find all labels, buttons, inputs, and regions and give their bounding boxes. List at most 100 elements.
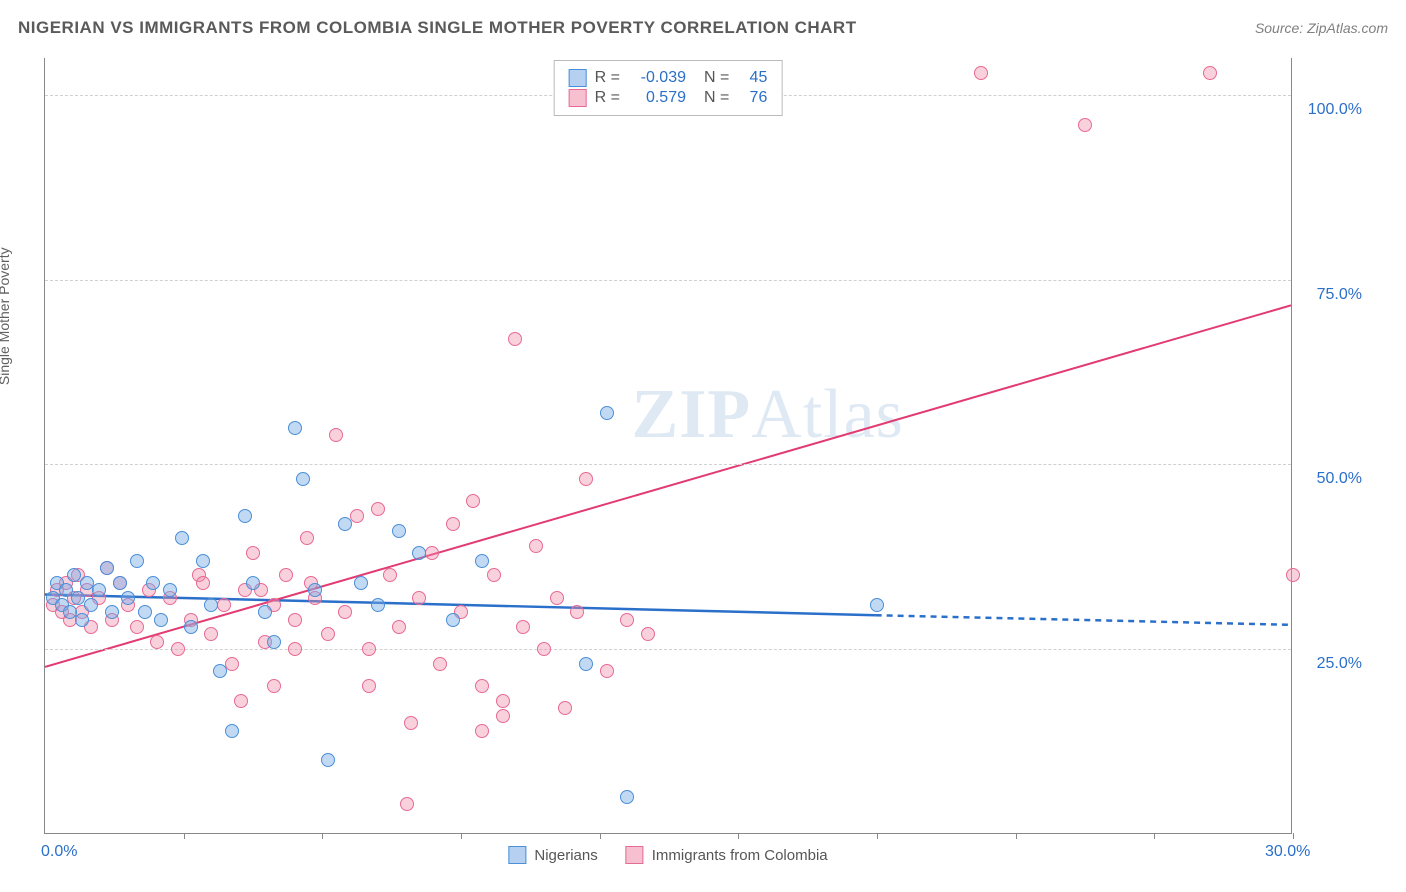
x-tick-mark <box>738 833 739 839</box>
scatter-point-colombia <box>362 642 376 656</box>
grid-line <box>45 649 1291 650</box>
chart-header: NIGERIAN VS IMMIGRANTS FROM COLOMBIA SIN… <box>18 18 1388 38</box>
scatter-point-colombia <box>600 664 614 678</box>
scatter-point-colombia <box>466 494 480 508</box>
x-tick-mark <box>1293 833 1294 839</box>
scatter-point-nigerians <box>154 613 168 627</box>
x-tick-mark <box>184 833 185 839</box>
watermark: ZIPAtlas <box>631 375 903 455</box>
scatter-point-colombia <box>279 568 293 582</box>
scatter-point-colombia <box>321 627 335 641</box>
grid-line <box>45 280 1291 281</box>
scatter-point-nigerians <box>412 546 426 560</box>
scatter-point-nigerians <box>84 598 98 612</box>
scatter-point-colombia <box>508 332 522 346</box>
legend-label-nigerians: Nigerians <box>534 847 597 864</box>
scatter-point-colombia <box>350 509 364 523</box>
scatter-point-nigerians <box>204 598 218 612</box>
scatter-point-colombia <box>558 701 572 715</box>
x-tick-mark <box>1016 833 1017 839</box>
scatter-point-colombia <box>446 517 460 531</box>
scatter-point-colombia <box>329 428 343 442</box>
scatter-point-nigerians <box>196 554 210 568</box>
scatter-point-colombia <box>425 546 439 560</box>
scatter-point-colombia <box>246 546 260 560</box>
legend-swatch-colombia-icon <box>626 846 644 864</box>
scatter-point-nigerians <box>113 576 127 590</box>
scatter-point-nigerians <box>338 517 352 531</box>
scatter-point-colombia <box>392 620 406 634</box>
scatter-point-nigerians <box>75 613 89 627</box>
scatter-point-colombia <box>234 694 248 708</box>
x-tick-mark <box>1154 833 1155 839</box>
regression-lines <box>45 58 1291 833</box>
y-axis-label: Single Mother Poverty <box>0 247 12 385</box>
scatter-point-colombia <box>288 642 302 656</box>
scatter-point-nigerians <box>163 583 177 597</box>
scatter-point-nigerians <box>175 531 189 545</box>
scatter-point-colombia <box>496 694 510 708</box>
scatter-point-colombia <box>529 539 543 553</box>
y-tick-label: 50.0% <box>1317 470 1362 488</box>
scatter-point-nigerians <box>288 421 302 435</box>
scatter-point-nigerians <box>308 583 322 597</box>
scatter-point-colombia <box>1078 118 1092 132</box>
scatter-point-colombia <box>620 613 634 627</box>
chart-title: NIGERIAN VS IMMIGRANTS FROM COLOMBIA SIN… <box>18 18 857 38</box>
scatter-point-colombia <box>267 679 281 693</box>
scatter-point-colombia <box>300 531 314 545</box>
scatter-point-colombia <box>433 657 447 671</box>
plot-frame: ZIPAtlas 0.0%30.0% <box>44 58 1292 834</box>
legend-label-colombia: Immigrants from Colombia <box>652 847 828 864</box>
scatter-point-nigerians <box>321 753 335 767</box>
scatter-point-nigerians <box>258 605 272 619</box>
y-tick-label: 25.0% <box>1317 655 1362 673</box>
scatter-point-colombia <box>475 679 489 693</box>
scatter-point-colombia <box>1286 568 1300 582</box>
scatter-point-colombia <box>400 797 414 811</box>
scatter-point-nigerians <box>184 620 198 634</box>
scatter-point-nigerians <box>146 576 160 590</box>
scatter-point-colombia <box>641 627 655 641</box>
scatter-point-colombia <box>204 627 218 641</box>
scatter-point-colombia <box>579 472 593 486</box>
scatter-point-nigerians <box>371 598 385 612</box>
scatter-point-nigerians <box>213 664 227 678</box>
scatter-point-colombia <box>196 576 210 590</box>
x-tick-label-min: 0.0% <box>41 843 77 861</box>
stats-row-nigerians: R = -0.039 N = 45 <box>569 69 768 87</box>
scatter-point-colombia <box>516 620 530 634</box>
scatter-point-colombia <box>362 679 376 693</box>
legend-swatch-nigerians-icon <box>508 846 526 864</box>
scatter-point-nigerians <box>870 598 884 612</box>
scatter-point-colombia <box>550 591 564 605</box>
scatter-point-colombia <box>217 598 231 612</box>
x-tick-mark <box>600 833 601 839</box>
scatter-point-nigerians <box>121 591 135 605</box>
legend-item-colombia: Immigrants from Colombia <box>626 846 828 864</box>
stats-row-colombia: R = 0.579 N = 76 <box>569 89 768 107</box>
scatter-point-colombia <box>412 591 426 605</box>
scatter-point-nigerians <box>92 583 106 597</box>
scatter-point-colombia <box>974 66 988 80</box>
scatter-point-colombia <box>288 613 302 627</box>
y-tick-label: 75.0% <box>1317 286 1362 304</box>
scatter-point-colombia <box>371 502 385 516</box>
scatter-point-nigerians <box>246 576 260 590</box>
x-tick-label-max: 30.0% <box>1265 843 1310 861</box>
scatter-point-nigerians <box>238 509 252 523</box>
scatter-point-colombia <box>570 605 584 619</box>
scatter-point-nigerians <box>296 472 310 486</box>
scatter-point-nigerians <box>225 724 239 738</box>
scatter-point-colombia <box>537 642 551 656</box>
scatter-point-nigerians <box>579 657 593 671</box>
source-attribution: Source: ZipAtlas.com <box>1255 20 1388 36</box>
scatter-point-nigerians <box>138 605 152 619</box>
x-tick-mark <box>461 833 462 839</box>
scatter-point-colombia <box>404 716 418 730</box>
scatter-point-nigerians <box>105 605 119 619</box>
scatter-point-colombia <box>225 657 239 671</box>
scatter-point-nigerians <box>392 524 406 538</box>
scatter-point-nigerians <box>354 576 368 590</box>
scatter-point-colombia <box>487 568 501 582</box>
